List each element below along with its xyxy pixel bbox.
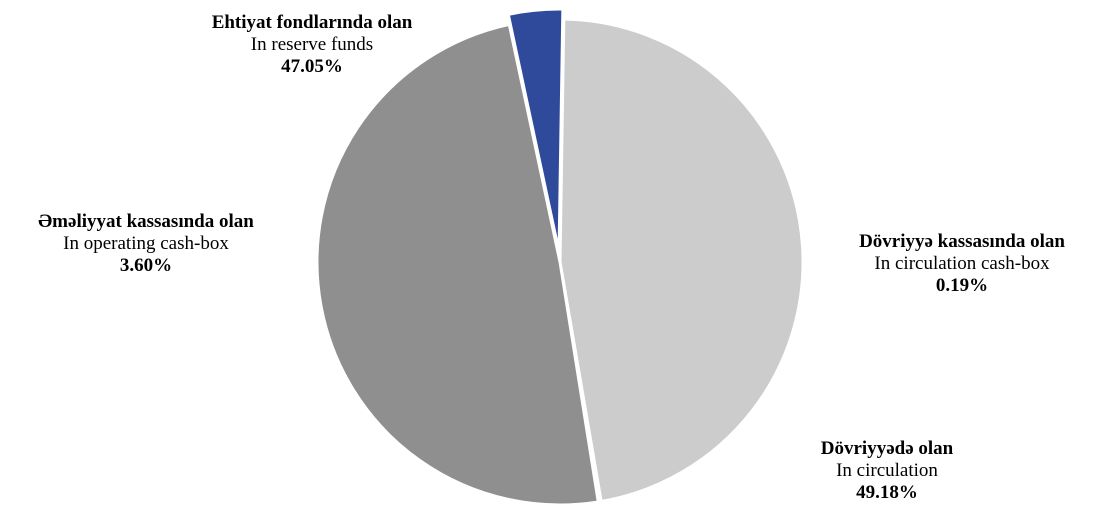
label-operating-cash-box-en: In operating cash-box xyxy=(63,233,229,254)
label-operating-cash-box-value: 3.60% xyxy=(119,255,173,276)
label-reserve-funds-value: 47.05% xyxy=(281,56,343,77)
label-reserve-funds-en: In reserve funds xyxy=(250,34,374,55)
slice-operating-cash-box xyxy=(506,7,565,254)
label-reserve-funds-az: Ehtiyat fondlarında olan xyxy=(211,12,413,33)
label-in-circulation-en: In circulation xyxy=(836,460,938,481)
label-reserve-funds: Ehtiyat fondlarında olan In reserve fund… xyxy=(212,12,413,78)
label-operating-cash-box-az: Əməliyyat kassasında olan xyxy=(38,211,254,232)
label-operating-cash-box: Əməliyyat kassasında olan In operating c… xyxy=(38,211,254,277)
slice-reserve-funds xyxy=(558,17,805,503)
label-in-circulation: Dövriyyədə olan In circulation 49.18% xyxy=(821,438,953,504)
label-circulation-cash-box-value: 0.19% xyxy=(935,275,989,296)
label-circulation-cash-box: Dövriyyə kassasında olan In circulation … xyxy=(859,231,1065,297)
slice-in-circulation xyxy=(315,22,600,507)
label-circulation-cash-box-az: Dövriyyə kassasında olan xyxy=(859,231,1065,252)
label-in-circulation-value: 49.18% xyxy=(856,482,918,503)
label-circulation-cash-box-en: In circulation cash-box xyxy=(874,253,1050,274)
label-in-circulation-az: Dövriyyədə olan xyxy=(820,438,954,459)
